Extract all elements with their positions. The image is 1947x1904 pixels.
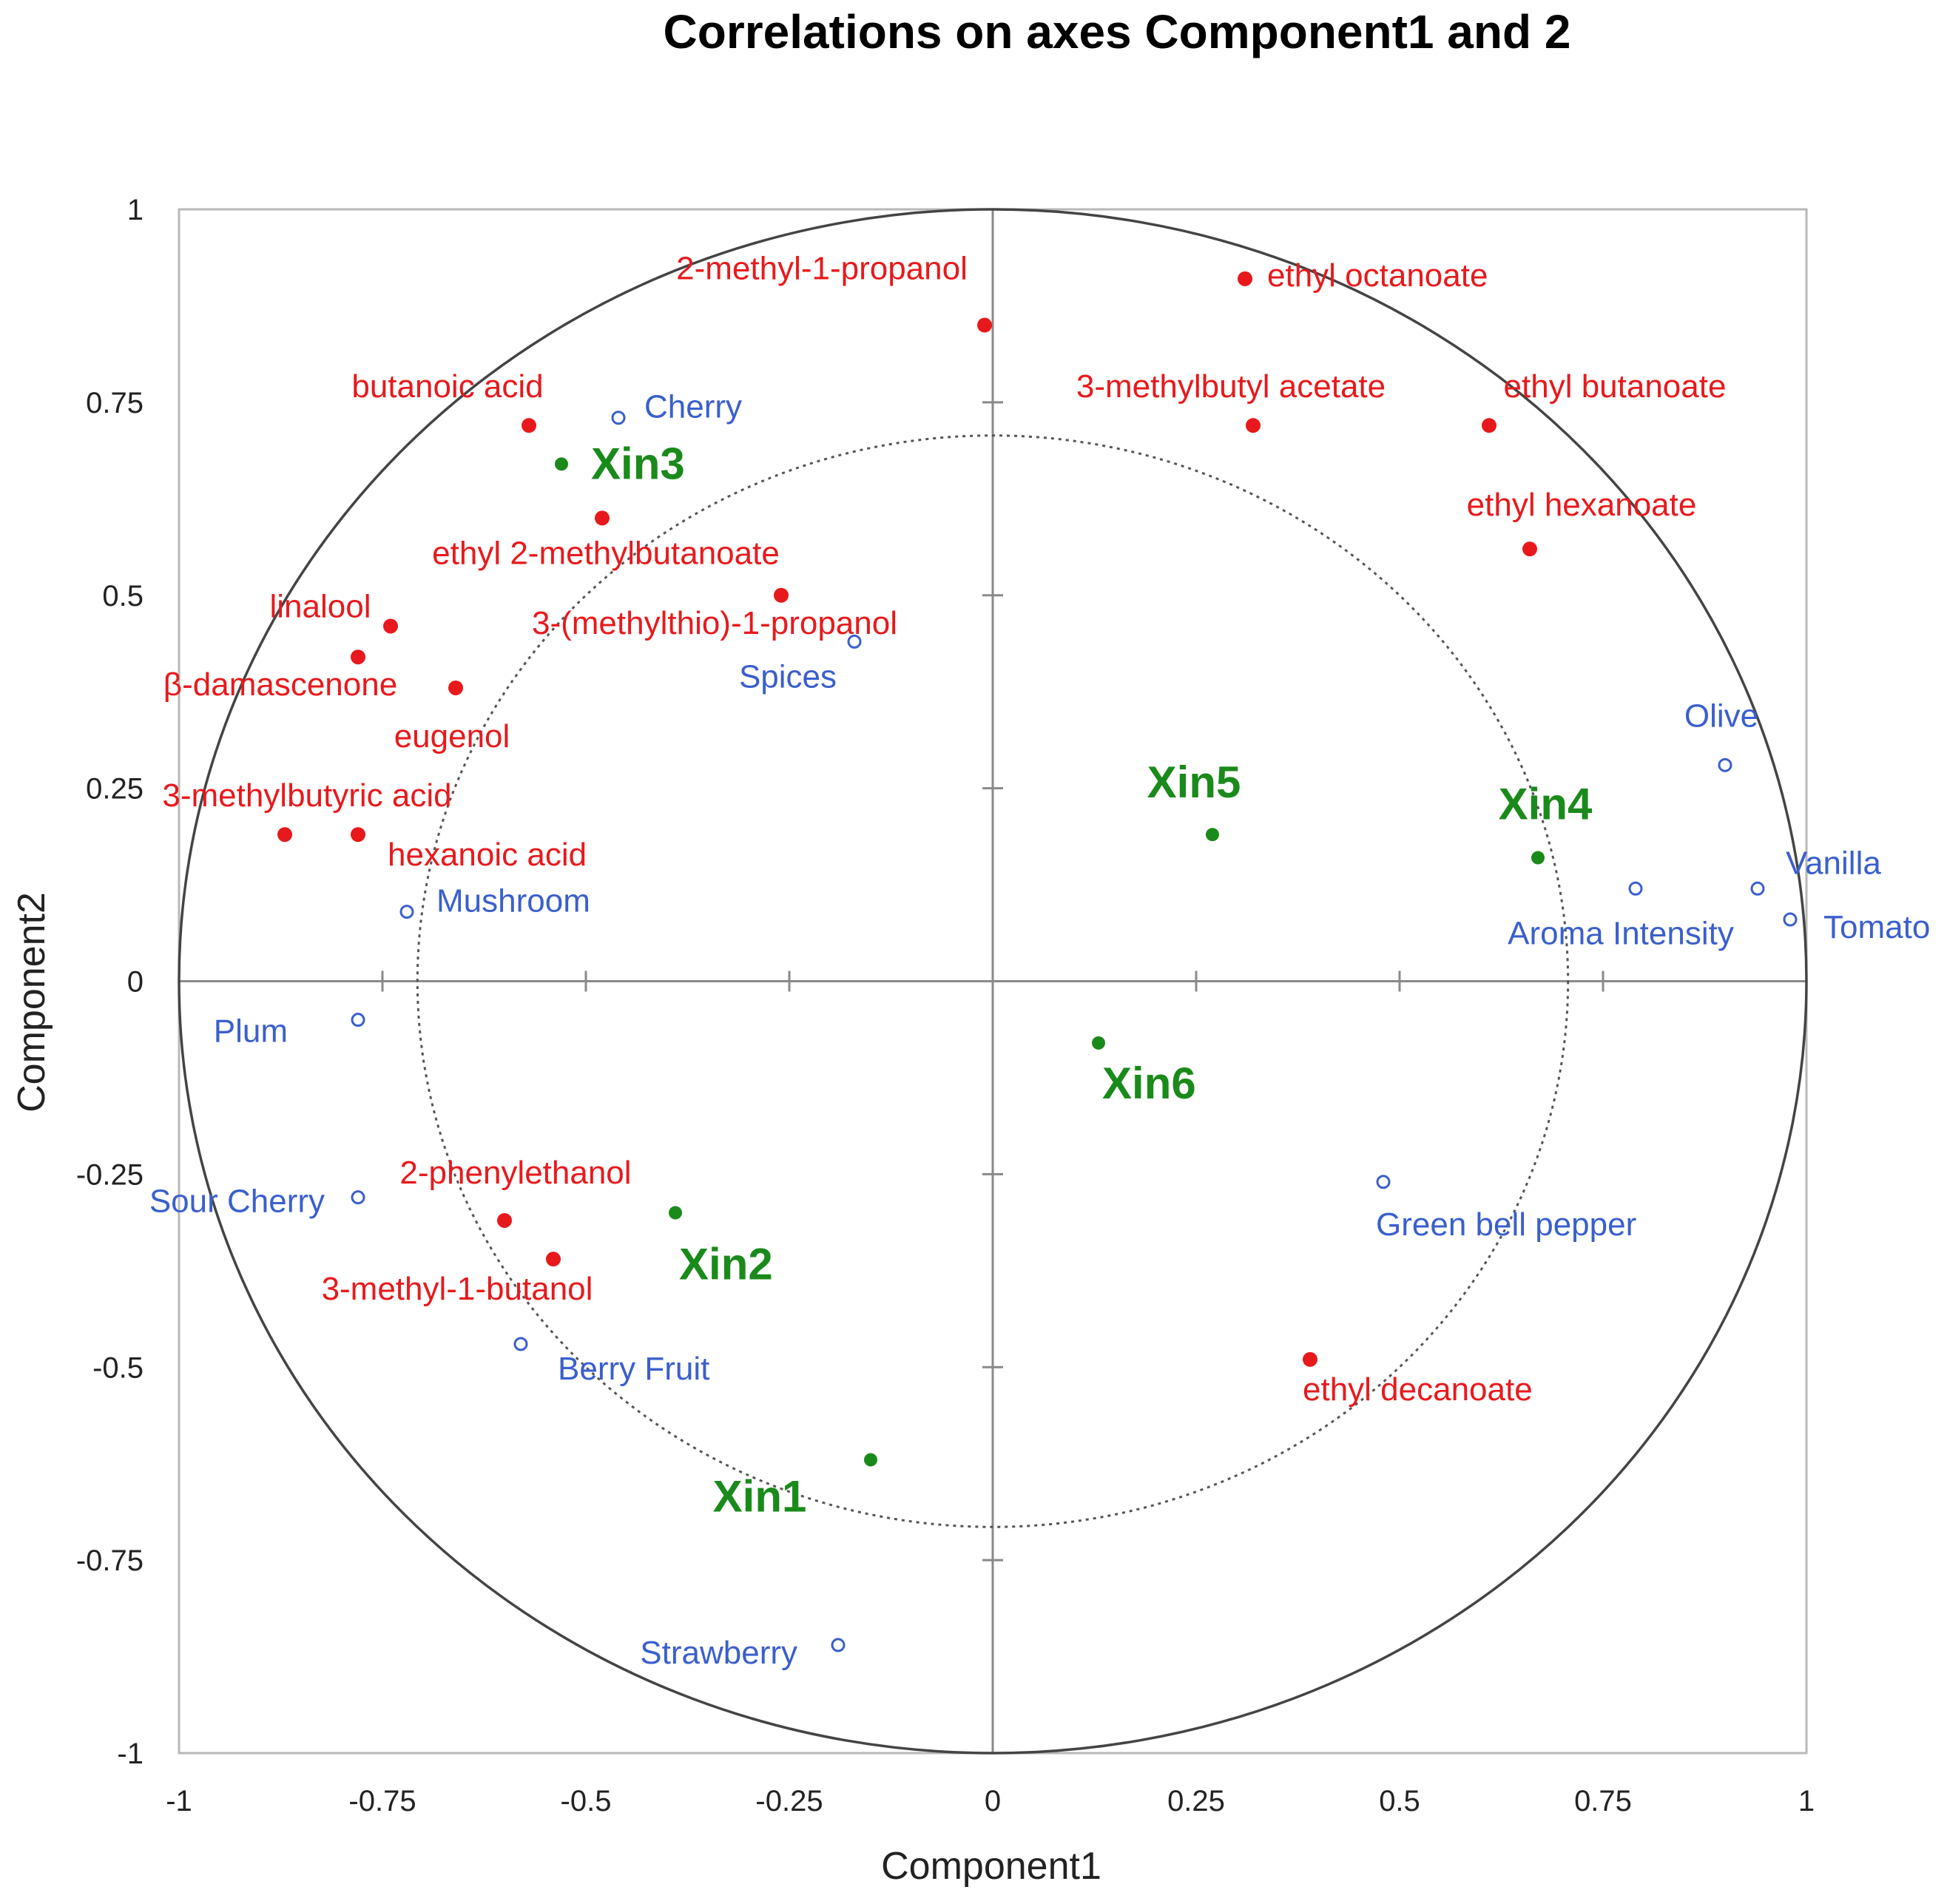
label-xin2: Xin2 bbox=[679, 1240, 773, 1289]
point-hexanoic-acid bbox=[351, 827, 365, 843]
point-sour-cherry bbox=[351, 1190, 365, 1205]
point-berry-fruit bbox=[513, 1337, 528, 1351]
label-xin4: Xin4 bbox=[1499, 780, 1593, 829]
x-tick-label: 0.25 bbox=[1167, 1785, 1225, 1817]
label-olive: Olive bbox=[1684, 698, 1758, 734]
y-tick-label: 0.75 bbox=[86, 387, 144, 419]
label-linalool: linalool bbox=[270, 588, 371, 624]
y-tick-label: 0.25 bbox=[86, 773, 144, 806]
label-cherry: Cherry bbox=[644, 389, 742, 425]
point-strawberry bbox=[831, 1638, 846, 1653]
y-tick-label: 0 bbox=[127, 966, 144, 999]
point-olive bbox=[1718, 757, 1732, 772]
point-mushroom bbox=[399, 905, 414, 919]
x-tick-label: 0.75 bbox=[1574, 1785, 1632, 1817]
point-plum bbox=[351, 1013, 365, 1027]
inner-circle bbox=[416, 434, 1570, 1528]
y-tick-label: 0.5 bbox=[102, 580, 144, 612]
label-xin5: Xin5 bbox=[1147, 757, 1241, 807]
point-ethyl-octanoate bbox=[1238, 271, 1252, 286]
label-ethyl-hexanoate: ethyl hexanoate bbox=[1467, 487, 1697, 523]
point-xin6 bbox=[1092, 1036, 1105, 1050]
plot-area: -1 -0.75 -0.5 -0.25 0 0.25 0.5 0.75 1 -1 -0.75 -0.5… bbox=[76, 194, 1930, 1817]
point-linalool bbox=[383, 618, 398, 634]
x-tick-label: -0.75 bbox=[348, 1785, 416, 1817]
label-hexanoic-acid: hexanoic acid bbox=[388, 837, 587, 873]
point-ethyl-2-methylbutanoate bbox=[595, 510, 610, 526]
label-spices: Spices bbox=[739, 658, 837, 695]
point-xin4 bbox=[1531, 851, 1545, 865]
point-spices bbox=[847, 634, 862, 649]
point-aroma-intensity bbox=[1628, 881, 1643, 896]
label-aroma-intensity: Aroma Intensity bbox=[1508, 915, 1734, 951]
label-2-methyl-1-propanol: 2-methyl-1-propanol bbox=[676, 251, 968, 287]
label-xin6: Xin6 bbox=[1102, 1059, 1196, 1108]
y-tick-label: -0.25 bbox=[76, 1158, 144, 1191]
point-cherry bbox=[611, 411, 626, 425]
point-xin1 bbox=[864, 1453, 877, 1467]
x-tick-label: -0.25 bbox=[755, 1785, 823, 1817]
label-berry-fruit: Berry Fruit bbox=[558, 1351, 709, 1387]
point-ethyl-decanoate bbox=[1303, 1351, 1317, 1367]
y-tick-label: -1 bbox=[117, 1738, 144, 1770]
label-3-methyl-1-butanol: 3-methyl-1-butanol bbox=[322, 1271, 593, 1307]
x-tick-label: 1 bbox=[1798, 1785, 1815, 1817]
x-tick-label: 0.5 bbox=[1379, 1785, 1420, 1817]
y-tick-label: 1 bbox=[127, 194, 144, 226]
label-3-methylthio-1-propanol: 3-(methylthio)-1-propanol bbox=[532, 605, 897, 641]
label-ethyl-2-methylbutanoate: ethyl 2-methylbutanoate bbox=[432, 535, 780, 571]
label-ethyl-decanoate: ethyl decanoate bbox=[1303, 1371, 1533, 1408]
y-tick-label: -0.5 bbox=[92, 1351, 144, 1384]
point-ethyl-butanoate bbox=[1482, 418, 1496, 433]
label-vanilla: Vanilla bbox=[1786, 845, 1881, 881]
label-eugenol: eugenol bbox=[394, 718, 510, 754]
label-ethyl-butanoate: ethyl butanoate bbox=[1504, 368, 1727, 405]
chart-title: Correlations on axes Component1 and 2 bbox=[664, 5, 1571, 58]
point-butanoic-acid bbox=[522, 418, 536, 433]
label-green-bell-pepper: Green bell pepper bbox=[1376, 1206, 1636, 1243]
x-tick-label: -1 bbox=[166, 1785, 192, 1817]
label-ethyl-octanoate: ethyl octanoate bbox=[1267, 257, 1488, 294]
y-tick-label: -0.75 bbox=[76, 1545, 144, 1577]
point-3-methylthio-1-propanol bbox=[774, 587, 789, 603]
label-xin3: Xin3 bbox=[591, 439, 685, 488]
label-damascenone: β-damascenone bbox=[163, 666, 397, 703]
label-sour-cherry: Sour Cherry bbox=[149, 1184, 325, 1220]
x-axis-label: Component1 bbox=[881, 1845, 1101, 1888]
x-tick-label: 0 bbox=[985, 1785, 1001, 1817]
point-xin2 bbox=[669, 1206, 682, 1220]
label-mushroom: Mushroom bbox=[436, 883, 590, 919]
label-xin1: Xin1 bbox=[713, 1471, 807, 1521]
point-damascenone bbox=[351, 649, 365, 665]
point-3-methylbutyric-acid bbox=[277, 827, 292, 843]
point-2-phenylethanol bbox=[497, 1212, 512, 1228]
point-eugenol bbox=[448, 680, 463, 695]
label-plum: Plum bbox=[214, 1013, 288, 1050]
point-xin5 bbox=[1206, 828, 1219, 842]
point-3-methyl-1-butanol bbox=[546, 1252, 561, 1267]
label-strawberry: Strawberry bbox=[640, 1635, 797, 1671]
label-butanoic-acid: butanoic acid bbox=[351, 368, 543, 405]
outer-circle bbox=[178, 208, 1808, 1755]
point-ethyl-hexanoate bbox=[1522, 541, 1537, 557]
label-3-methylbutyric-acid: 3-methylbutyric acid bbox=[162, 777, 451, 814]
point-3-methylbutyl-acetate bbox=[1246, 418, 1261, 433]
label-3-methylbutyl-acetate: 3-methylbutyl acetate bbox=[1076, 368, 1386, 405]
point-2-methyl-1-propanol bbox=[977, 317, 992, 333]
point-xin3 bbox=[555, 457, 568, 471]
y-axis-label: Component2 bbox=[10, 892, 53, 1113]
point-tomato bbox=[1783, 912, 1798, 927]
label-tomato: Tomato bbox=[1823, 909, 1930, 945]
point-green-bell-pepper bbox=[1376, 1175, 1391, 1189]
x-tick-label: -0.5 bbox=[561, 1785, 612, 1817]
label-2-phenylethanol: 2-phenylethanol bbox=[399, 1155, 631, 1191]
point-vanilla bbox=[1750, 881, 1765, 896]
